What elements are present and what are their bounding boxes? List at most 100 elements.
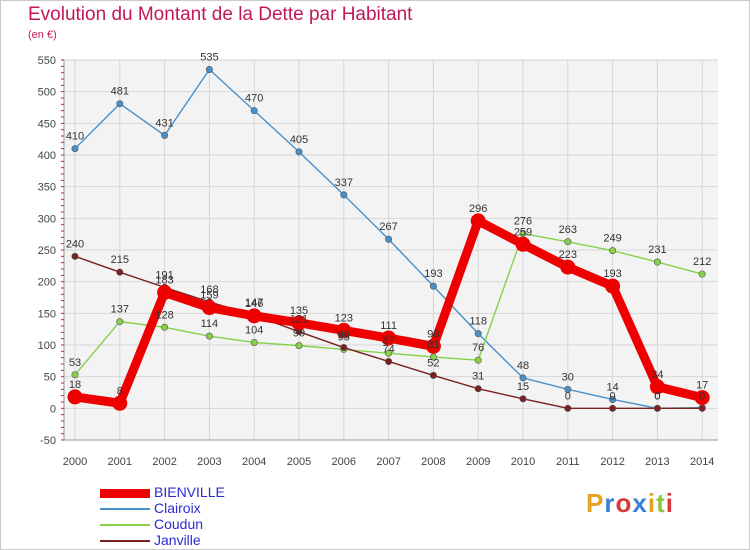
point-clairoix xyxy=(116,100,124,108)
data-label-clairoix: 118 xyxy=(469,316,487,328)
x-tick-label: 2013 xyxy=(645,456,669,468)
data-label-clairoix: 410 xyxy=(66,131,84,143)
y-tick-label: 500 xyxy=(38,87,56,99)
point-janville xyxy=(340,344,348,352)
chart-title: Evolution du Montant de la Dette par Hab… xyxy=(28,4,413,25)
y-tick-label: 200 xyxy=(38,277,56,289)
x-tick-label: 2009 xyxy=(466,456,490,468)
legend-swatch-clairoix xyxy=(100,508,150,510)
point-janville xyxy=(71,252,79,260)
legend-label-janville: Janville xyxy=(154,532,201,548)
point-janville xyxy=(385,357,393,365)
legend-label-clairoix: Clairoix xyxy=(154,500,201,516)
point-janville xyxy=(609,404,617,412)
y-tick-label: 350 xyxy=(38,182,56,194)
point-janville xyxy=(474,385,482,393)
x-tick-label: 2012 xyxy=(600,456,624,468)
data-label-bienville: 193 xyxy=(603,268,621,280)
point-clairoix xyxy=(519,374,527,382)
point-bienville xyxy=(67,389,83,405)
x-tick-label: 2001 xyxy=(108,456,132,468)
point-bienville xyxy=(112,395,128,411)
point-coudun xyxy=(250,338,258,346)
legend-label-coudun: Coudun xyxy=(154,516,204,532)
point-coudun xyxy=(653,258,661,266)
y-tick-label: 300 xyxy=(38,213,56,225)
data-label-clairoix: 267 xyxy=(379,221,397,233)
point-coudun xyxy=(429,353,437,361)
data-label-janville: 31 xyxy=(472,371,484,383)
point-janville xyxy=(698,404,706,412)
legend-swatch-coudun xyxy=(100,524,150,526)
point-coudun xyxy=(474,356,482,364)
point-janville xyxy=(564,404,572,412)
point-janville xyxy=(116,268,124,276)
point-clairoix xyxy=(250,107,258,115)
y-tick-label: 450 xyxy=(38,118,56,130)
data-label-janville: 215 xyxy=(111,254,129,266)
x-tick-label: 2007 xyxy=(376,456,400,468)
x-tick-label: 2010 xyxy=(511,456,535,468)
data-label-bienville: 296 xyxy=(469,203,487,215)
logo-letter: o xyxy=(615,488,633,518)
point-bienville xyxy=(201,300,217,316)
data-label-janville: 191 xyxy=(155,269,173,281)
data-label-coudun: 99 xyxy=(293,328,305,340)
data-label-janville: 121 xyxy=(290,314,308,326)
y-tick-label: 400 xyxy=(38,150,56,162)
x-tick-label: 2011 xyxy=(556,456,580,468)
proxiti-logo: Proxiti xyxy=(586,488,674,519)
point-coudun xyxy=(385,349,393,357)
point-bienville xyxy=(291,315,307,331)
point-coudun xyxy=(71,371,79,379)
data-label-clairoix: 535 xyxy=(200,52,218,64)
data-label-coudun: 231 xyxy=(648,244,666,256)
data-label-coudun: 137 xyxy=(111,304,129,316)
point-clairoix xyxy=(205,66,213,74)
point-bienville xyxy=(649,379,665,395)
point-clairoix xyxy=(161,131,169,139)
data-label-janville: 0 xyxy=(699,390,705,402)
data-label-janville: 0 xyxy=(565,390,571,402)
point-bienville xyxy=(605,278,621,294)
x-tick-label: 2014 xyxy=(690,456,714,468)
point-clairoix xyxy=(340,191,348,199)
point-bienville xyxy=(470,213,486,229)
data-label-coudun: 263 xyxy=(559,224,577,236)
point-clairoix xyxy=(429,282,437,290)
data-label-clairoix: 481 xyxy=(111,86,129,98)
data-label-clairoix: 337 xyxy=(335,177,353,189)
logo-letter: t xyxy=(656,488,666,518)
y-tick-label: 50 xyxy=(44,372,56,384)
x-tick-label: 2005 xyxy=(287,456,311,468)
data-label-bienville: 98 xyxy=(427,328,439,340)
point-bienville xyxy=(515,236,531,252)
point-clairoix xyxy=(474,330,482,338)
y-tick-label: -50 xyxy=(40,435,56,447)
x-tick-label: 2003 xyxy=(197,456,221,468)
data-label-bienville: 111 xyxy=(380,320,397,332)
data-label-clairoix: 193 xyxy=(424,268,442,280)
x-tick-label: 2008 xyxy=(421,456,445,468)
data-label-coudun: 128 xyxy=(155,309,173,321)
data-label-clairoix: 14 xyxy=(606,381,618,393)
data-label-clairoix: 470 xyxy=(245,93,263,105)
y-tick-label: 100 xyxy=(38,340,56,352)
data-label-janville: 96 xyxy=(338,330,350,342)
data-label-janville: 240 xyxy=(66,238,84,250)
data-label-bienville: 183 xyxy=(155,274,173,286)
point-janville xyxy=(429,371,437,379)
data-label-bienville: 135 xyxy=(290,305,308,317)
data-label-janville: 0 xyxy=(654,390,660,402)
data-label-janville: 15 xyxy=(517,381,529,393)
data-label-bienville: 18 xyxy=(69,379,81,391)
logo-letter: x xyxy=(632,488,648,518)
data-label-clairoix: 431 xyxy=(155,117,173,129)
point-coudun xyxy=(295,342,303,350)
x-tick-label: 2000 xyxy=(63,456,87,468)
x-tick-label: 2002 xyxy=(152,456,176,468)
data-label-bienville: 34 xyxy=(651,369,663,381)
data-label-coudun: 104 xyxy=(245,324,263,336)
point-clairoix xyxy=(609,395,617,403)
